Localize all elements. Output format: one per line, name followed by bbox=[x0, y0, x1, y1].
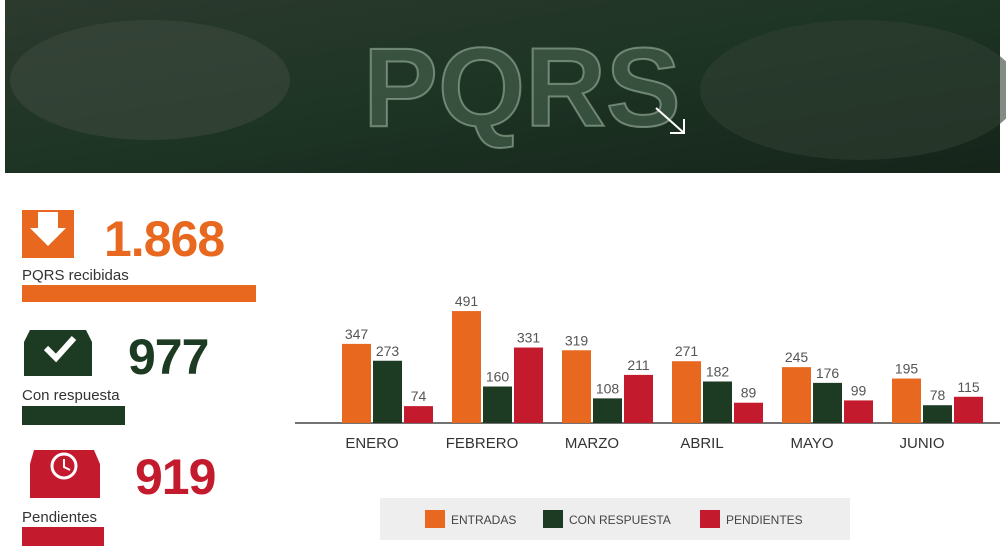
stat-bar bbox=[22, 406, 125, 425]
infographic: PQRS 1.868 PQRS recibidas 977 Con respue… bbox=[0, 0, 1006, 546]
legend-label: ENTRADAS bbox=[451, 513, 516, 527]
header-title: PQRS bbox=[363, 25, 680, 150]
bar bbox=[892, 379, 921, 423]
bar bbox=[483, 387, 512, 423]
stat-value: 977 bbox=[128, 329, 208, 385]
bar bbox=[593, 398, 622, 423]
x-tick-label: ENERO bbox=[345, 435, 398, 452]
data-label: 491 bbox=[455, 293, 479, 309]
bar bbox=[844, 400, 873, 423]
legend-swatch bbox=[425, 510, 445, 528]
stat-value: 919 bbox=[135, 449, 215, 505]
data-label: 195 bbox=[895, 361, 919, 377]
data-label: 211 bbox=[627, 357, 650, 373]
stat-pending: 919 Pendientes bbox=[22, 449, 215, 546]
bar bbox=[404, 406, 433, 423]
stat-answered: 977 Con respuesta bbox=[22, 329, 208, 425]
stat-value: 1.868 bbox=[104, 211, 224, 267]
stat-label: Pendientes bbox=[22, 509, 97, 526]
data-label: 347 bbox=[345, 326, 369, 342]
data-label: 74 bbox=[411, 388, 427, 404]
page: {"header": {"title": "PQRS"}, "stats": [… bbox=[0, 0, 1006, 546]
data-label: 319 bbox=[565, 332, 589, 348]
x-tick-label: ABRIL bbox=[680, 435, 723, 452]
bar bbox=[342, 344, 371, 423]
legend-label: CON RESPUESTA bbox=[569, 513, 671, 527]
data-label: 245 bbox=[785, 349, 809, 365]
x-tick-label: FEBRERO bbox=[446, 435, 519, 452]
data-label: 115 bbox=[957, 379, 980, 395]
stat-received: 1.868 PQRS recibidas bbox=[22, 210, 256, 302]
icon-tray bbox=[30, 450, 100, 498]
stat-label: Con respuesta bbox=[22, 387, 120, 404]
stat-label: PQRS recibidas bbox=[22, 267, 129, 284]
bar bbox=[562, 350, 591, 423]
data-label: 78 bbox=[930, 387, 946, 403]
data-label: 331 bbox=[517, 330, 541, 346]
header-photo-shade bbox=[10, 20, 290, 140]
data-label: 160 bbox=[486, 369, 510, 385]
data-label: 108 bbox=[596, 380, 620, 396]
data-label: 89 bbox=[741, 385, 757, 401]
legend-swatch bbox=[543, 510, 563, 528]
bar bbox=[954, 397, 983, 423]
x-tick-label: JUNIO bbox=[900, 435, 945, 452]
data-label: 99 bbox=[851, 382, 867, 398]
x-tick-label: MAYO bbox=[790, 435, 833, 452]
bar bbox=[624, 375, 653, 423]
data-label: 176 bbox=[816, 365, 840, 381]
data-label: 273 bbox=[376, 343, 400, 359]
legend-swatch bbox=[700, 510, 720, 528]
x-tick-label: MARZO bbox=[565, 435, 619, 452]
bar bbox=[703, 382, 732, 423]
data-label: 182 bbox=[706, 364, 730, 380]
data-label: 271 bbox=[675, 343, 699, 359]
bar bbox=[782, 367, 811, 423]
bar-chart: ENERO 347 273 74 FEBRERO 491 160 331 MARZO 319 108… bbox=[342, 293, 983, 528]
header-photo-shade bbox=[700, 20, 1006, 160]
bar bbox=[734, 403, 763, 423]
bar bbox=[923, 405, 952, 423]
legend-label: PENDIENTES bbox=[726, 513, 803, 527]
bar bbox=[672, 361, 701, 423]
bar bbox=[452, 311, 481, 423]
bar bbox=[813, 383, 842, 423]
bar bbox=[514, 348, 543, 423]
bar bbox=[373, 361, 402, 423]
stat-bar bbox=[22, 285, 256, 302]
stat-bar bbox=[22, 527, 104, 546]
